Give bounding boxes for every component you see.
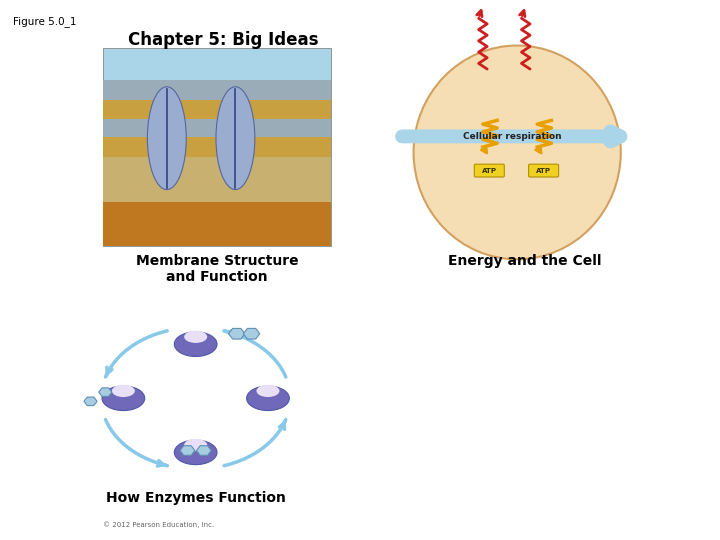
Text: © 2012 Pearson Education, Inc.: © 2012 Pearson Education, Inc. [103, 521, 214, 528]
Text: Energy and the Cell: Energy and the Cell [448, 254, 601, 268]
Ellipse shape [102, 386, 145, 410]
Ellipse shape [413, 45, 621, 259]
Polygon shape [180, 446, 195, 455]
FancyBboxPatch shape [528, 164, 559, 177]
Polygon shape [228, 328, 245, 339]
Ellipse shape [148, 87, 186, 190]
Text: Membrane Structure
and Function: Membrane Structure and Function [136, 254, 298, 284]
Bar [103, 80, 331, 99]
Bar [103, 99, 331, 119]
Polygon shape [197, 446, 211, 455]
Ellipse shape [247, 386, 289, 410]
Bar [103, 202, 331, 246]
FancyBboxPatch shape [474, 164, 504, 177]
Ellipse shape [184, 439, 207, 451]
Bar [103, 137, 331, 157]
Text: Figure 5.0_1: Figure 5.0_1 [14, 16, 77, 27]
Ellipse shape [174, 440, 217, 464]
Ellipse shape [174, 332, 217, 356]
Text: Cellular respiration: Cellular respiration [462, 132, 561, 141]
Bar [103, 119, 331, 137]
Ellipse shape [112, 384, 135, 397]
Ellipse shape [256, 384, 279, 397]
Bar [103, 157, 331, 246]
Text: Chapter 5: Big Ideas: Chapter 5: Big Ideas [128, 31, 318, 49]
Text: How Enzymes Function: How Enzymes Function [106, 491, 286, 505]
Polygon shape [84, 397, 97, 406]
Ellipse shape [184, 330, 207, 343]
Ellipse shape [216, 87, 255, 190]
Bar [103, 48, 331, 246]
Text: ATP: ATP [536, 167, 551, 173]
Polygon shape [243, 328, 260, 339]
Text: ATP: ATP [482, 167, 497, 173]
Polygon shape [99, 388, 112, 396]
